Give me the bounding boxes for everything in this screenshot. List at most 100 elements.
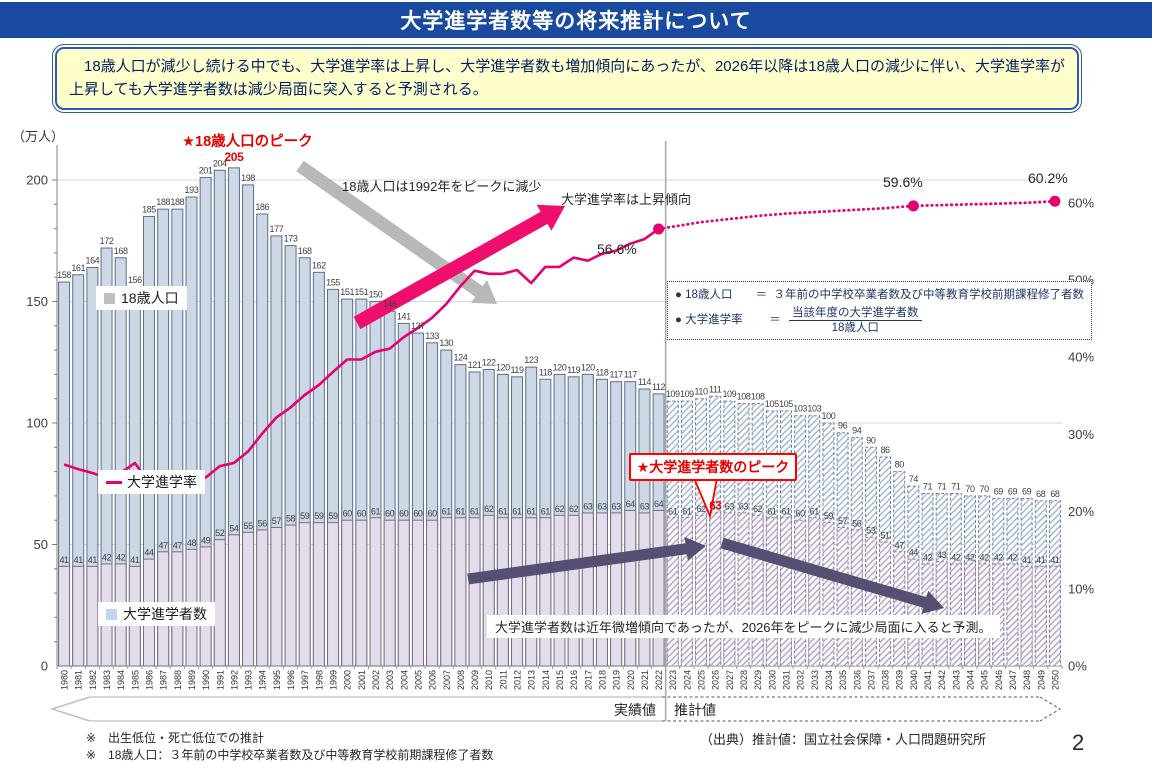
- population-peak-annotation: ★18歳人口のピーク: [182, 134, 313, 150]
- year-label: 2008: [456, 670, 466, 690]
- definition-rate: ● 大学進学率 ＝ 当該年度の大学進学者数 18歳人口: [675, 306, 1084, 336]
- year-label: 2020: [626, 670, 636, 690]
- entrants-bar: [794, 519, 807, 667]
- page-number: 2: [1072, 730, 1085, 755]
- entrants-value-label: 42: [923, 552, 933, 562]
- actual-values-label: 実績値: [614, 702, 656, 718]
- population-value-label: 71: [951, 481, 961, 491]
- population-value-label: 121: [468, 360, 482, 370]
- entrants-bar: [298, 522, 311, 667]
- population-value-label: 120: [553, 362, 567, 372]
- population-value-label: 124: [454, 353, 468, 363]
- population-value-label: 188: [170, 197, 184, 207]
- population-value-label: 114: [638, 377, 652, 387]
- entrants-value-label: 62: [484, 504, 494, 514]
- year-label: 2039: [895, 670, 905, 690]
- year-label: 1992: [229, 670, 239, 690]
- population-value-label: 155: [326, 277, 340, 287]
- year-label: 2009: [470, 670, 480, 690]
- year-label: 2029: [753, 670, 763, 690]
- entrants-bar: [581, 512, 594, 667]
- year-label: 2047: [1008, 670, 1018, 690]
- entrants-value-label: 61: [810, 506, 820, 516]
- fraction-numerator: 当該年度の大学進学者数: [789, 306, 922, 321]
- year-label: 2026: [711, 670, 721, 690]
- entrants-bar: [949, 563, 962, 667]
- entrants-value-label: 42: [951, 552, 961, 562]
- entrants-value-label: 53: [866, 526, 876, 536]
- right-axis-tick-label: 30%: [1068, 427, 1094, 442]
- year-label: 2035: [838, 670, 848, 690]
- year-label: 2014: [541, 670, 551, 690]
- entrants-bar: [808, 517, 821, 667]
- population-value-label: 69: [1022, 486, 1032, 496]
- year-label: 2036: [852, 670, 862, 690]
- entrants-value-label: 63: [725, 501, 735, 511]
- year-label: 1983: [102, 670, 112, 690]
- year-label: 2003: [385, 670, 395, 690]
- entrants-value-label: 41: [74, 555, 84, 565]
- rate-marker: [1049, 195, 1061, 207]
- rate-line-swatch-icon: [106, 480, 122, 484]
- left-axis-tick-label: 150: [26, 294, 48, 309]
- entrants-value-label: 60: [796, 509, 806, 519]
- entrants-bar: [963, 563, 976, 667]
- legend-entrants: 大学進学者数: [98, 602, 215, 626]
- entrants-value-label: 56: [852, 518, 862, 528]
- right-axis-tick-label: 0%: [1068, 659, 1087, 674]
- entrants-bar: [765, 517, 778, 667]
- year-label: 2016: [569, 670, 579, 690]
- entrants-bar: [539, 517, 552, 667]
- year-label: 2049: [1036, 670, 1046, 690]
- entrants-value-label: 64: [626, 499, 636, 509]
- entrants-bar: [751, 514, 764, 667]
- year-label: 2046: [994, 670, 1004, 690]
- footnote-1: ※ 出生低位・死亡低位での推計: [86, 731, 265, 745]
- entrants-bar: [468, 517, 481, 667]
- left-axis-tick-label: 0: [41, 659, 48, 674]
- entrants-value-label: 62: [696, 504, 706, 514]
- year-label: 2006: [428, 670, 438, 690]
- population-value-label: 108: [751, 392, 765, 402]
- right-axis-tick-label: 60%: [1068, 195, 1094, 210]
- entrants-bar: [397, 519, 410, 667]
- entrants-value-label: 41: [1050, 555, 1060, 565]
- entrants-value-label: 61: [512, 506, 522, 516]
- entrants-bar: [1034, 565, 1047, 667]
- population-value-label: 151: [340, 287, 354, 297]
- population-value-label: 100: [822, 411, 836, 421]
- population-value-label: 90: [866, 435, 876, 445]
- entrants-value-label: 61: [668, 506, 678, 516]
- entrants-swatch-icon: [106, 608, 117, 620]
- entrants-bar: [666, 517, 679, 667]
- entrants-value-label: 61: [371, 506, 381, 516]
- population-value-label: 103: [807, 404, 821, 414]
- entrants-value-label: 60: [385, 509, 395, 519]
- population-value-label: 188: [156, 197, 170, 207]
- entrants-value-label: 47: [895, 540, 905, 550]
- year-label: 2034: [824, 670, 834, 690]
- entrants-value-label: 63: [597, 501, 607, 511]
- population-value-label: 173: [284, 234, 298, 244]
- entrants-bar: [58, 565, 71, 667]
- entrants-value-label: 42: [994, 552, 1004, 562]
- year-label: 2033: [810, 670, 820, 690]
- entrants-value-label: 54: [229, 523, 239, 533]
- entrants-bar: [723, 512, 736, 667]
- population-value-label: 103: [793, 404, 807, 414]
- entrants-value-label: 47: [159, 540, 169, 550]
- entrants-value-label: 61: [767, 506, 777, 516]
- year-label: 2032: [796, 670, 806, 690]
- year-label: 1990: [201, 670, 211, 690]
- year-label: 2045: [980, 670, 990, 690]
- year-label: 2037: [866, 670, 876, 690]
- entrants-forecast-annotation: 大学進学者数は近年微増傾向であったが、2026年をピークに減少局面に入ると予測。: [487, 615, 1000, 638]
- entrants-value-label: 47: [173, 540, 183, 550]
- entrants-bar: [496, 517, 509, 667]
- entrants-bar: [454, 517, 467, 667]
- entrants-bar: [737, 512, 750, 667]
- left-axis-tick-label: 200: [26, 173, 48, 188]
- year-label: 2005: [413, 670, 423, 690]
- entrants-bar: [779, 517, 792, 667]
